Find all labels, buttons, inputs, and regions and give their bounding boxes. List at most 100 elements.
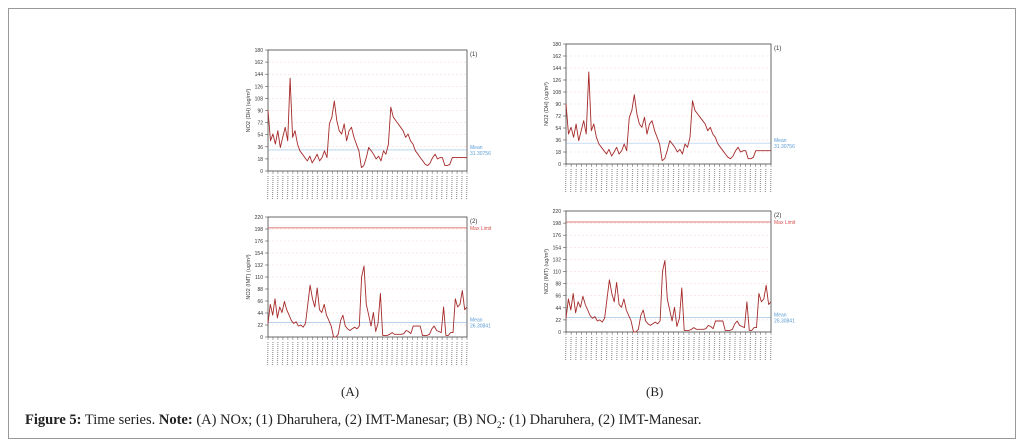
- x-tick-label: [301, 341, 304, 366]
- x-tick-label: [276, 341, 279, 366]
- x-tick-label: [281, 175, 284, 200]
- x-tick-label: [749, 336, 752, 361]
- x-tick-label: [657, 168, 659, 193]
- y-tick-label: 132: [553, 257, 562, 263]
- x-tick-label: [631, 336, 634, 361]
- x-tick-label: [441, 175, 443, 200]
- x-tick-label: [744, 168, 746, 193]
- x-tick-label: [331, 175, 334, 200]
- x-tick-label: [411, 341, 413, 366]
- x-tick-label: [734, 168, 736, 193]
- y-tick-label: 72: [257, 121, 263, 127]
- y-tick-label: 18: [257, 157, 263, 163]
- x-tick-label: [687, 168, 690, 193]
- y-tick-label: 154: [255, 251, 264, 257]
- y-tick-label: 110: [255, 275, 263, 281]
- x-tick-label: [455, 341, 458, 366]
- x-tick-label: [276, 175, 279, 200]
- x-tick-label: [465, 175, 468, 200]
- x-tick-label: [580, 336, 582, 361]
- y-tick-label: 90: [257, 109, 263, 115]
- x-tick-label: [687, 336, 690, 361]
- x-tick-label: [734, 336, 736, 361]
- y-tick-label: 198: [255, 227, 264, 233]
- series-line: [565, 260, 772, 333]
- x-tick-label: [749, 168, 752, 193]
- x-tick-label: [616, 336, 618, 361]
- x-tick-label: [460, 175, 463, 200]
- x-tick-label: [286, 175, 289, 200]
- x-tick-label: [769, 336, 772, 361]
- x-tick-label: [693, 336, 695, 361]
- x-tick-label: [271, 341, 274, 366]
- x-tick-label: [361, 341, 364, 366]
- mean-value-label: 31.30756: [470, 151, 491, 157]
- x-tick-label: [266, 175, 269, 200]
- x-tick-label: [450, 175, 453, 200]
- y-tick-label: 36: [257, 145, 263, 151]
- x-tick-label: [672, 336, 675, 361]
- mean-label: Mean: [774, 313, 787, 319]
- y-tick-label: 44: [555, 306, 561, 312]
- y-tick-label: 88: [555, 282, 561, 288]
- x-tick-label: [306, 341, 309, 366]
- x-tick-label: [713, 168, 716, 193]
- x-tick-label: [754, 336, 757, 361]
- x-tick-label: [605, 336, 608, 361]
- x-tick-label: [682, 168, 685, 193]
- x-tick-label: [381, 175, 384, 200]
- series-line: [267, 265, 468, 338]
- x-tick-label: [416, 341, 418, 366]
- panel-tag: (1): [470, 52, 477, 58]
- x-tick-label: [739, 168, 741, 193]
- x-tick-label: [575, 336, 577, 361]
- x-tick-label: [744, 336, 746, 361]
- x-tick-label: [621, 336, 623, 361]
- x-tick-label: [391, 175, 393, 200]
- caption-label: Figure 5:: [25, 412, 82, 428]
- mean-label: Mean: [470, 318, 483, 324]
- y-tick-label: 132: [255, 263, 264, 269]
- x-tick-label: [421, 175, 423, 200]
- chart-B2: 0 22 44 66 88 110 132 154 176 198 220 NO2 (IMT) (ug…: [544, 209, 796, 361]
- x-tick-label: [296, 341, 299, 366]
- x-tick-label: [351, 175, 354, 200]
- x-tick-label: [436, 175, 438, 200]
- y-tick-label: 162: [553, 54, 562, 60]
- y-tick-label: 198: [553, 221, 562, 227]
- y-tick-label: 144: [255, 72, 264, 78]
- x-tick-label: [406, 341, 408, 366]
- y-tick-label: 0: [260, 169, 263, 175]
- x-tick-label: [641, 168, 644, 193]
- x-tick-label: [739, 336, 741, 361]
- x-tick-label: [396, 341, 398, 366]
- x-tick-label: [759, 336, 762, 361]
- x-tick-label: [646, 336, 649, 361]
- x-tick-label: [759, 168, 762, 193]
- x-tick-label: [728, 168, 731, 193]
- y-tick-label: 54: [555, 126, 561, 132]
- x-tick-label: [718, 336, 721, 361]
- x-tick-label: [321, 175, 324, 200]
- y-tick-label: 22: [555, 318, 561, 324]
- x-tick-label: [590, 336, 593, 361]
- x-tick-label: [401, 341, 403, 366]
- x-tick-label: [646, 168, 649, 193]
- y-tick-label: 36: [555, 138, 561, 144]
- x-tick-label: [585, 168, 588, 193]
- x-tick-label: [682, 336, 685, 361]
- x-tick-label: [564, 336, 567, 361]
- x-tick-label: [698, 168, 700, 193]
- x-tick-label: [667, 168, 670, 193]
- x-tick-label: [446, 175, 448, 200]
- x-tick-label: [286, 341, 289, 366]
- max-limit-label: Max Limit: [470, 226, 492, 232]
- x-tick-label: [446, 341, 448, 366]
- x-tick-label: [570, 168, 572, 193]
- x-tick-label: [301, 175, 304, 200]
- x-tick-label: [677, 336, 680, 361]
- x-tick-label: [331, 341, 334, 366]
- x-tick-label: [465, 341, 468, 366]
- panel-tag: (2): [774, 213, 781, 219]
- x-tick-label: [371, 341, 374, 366]
